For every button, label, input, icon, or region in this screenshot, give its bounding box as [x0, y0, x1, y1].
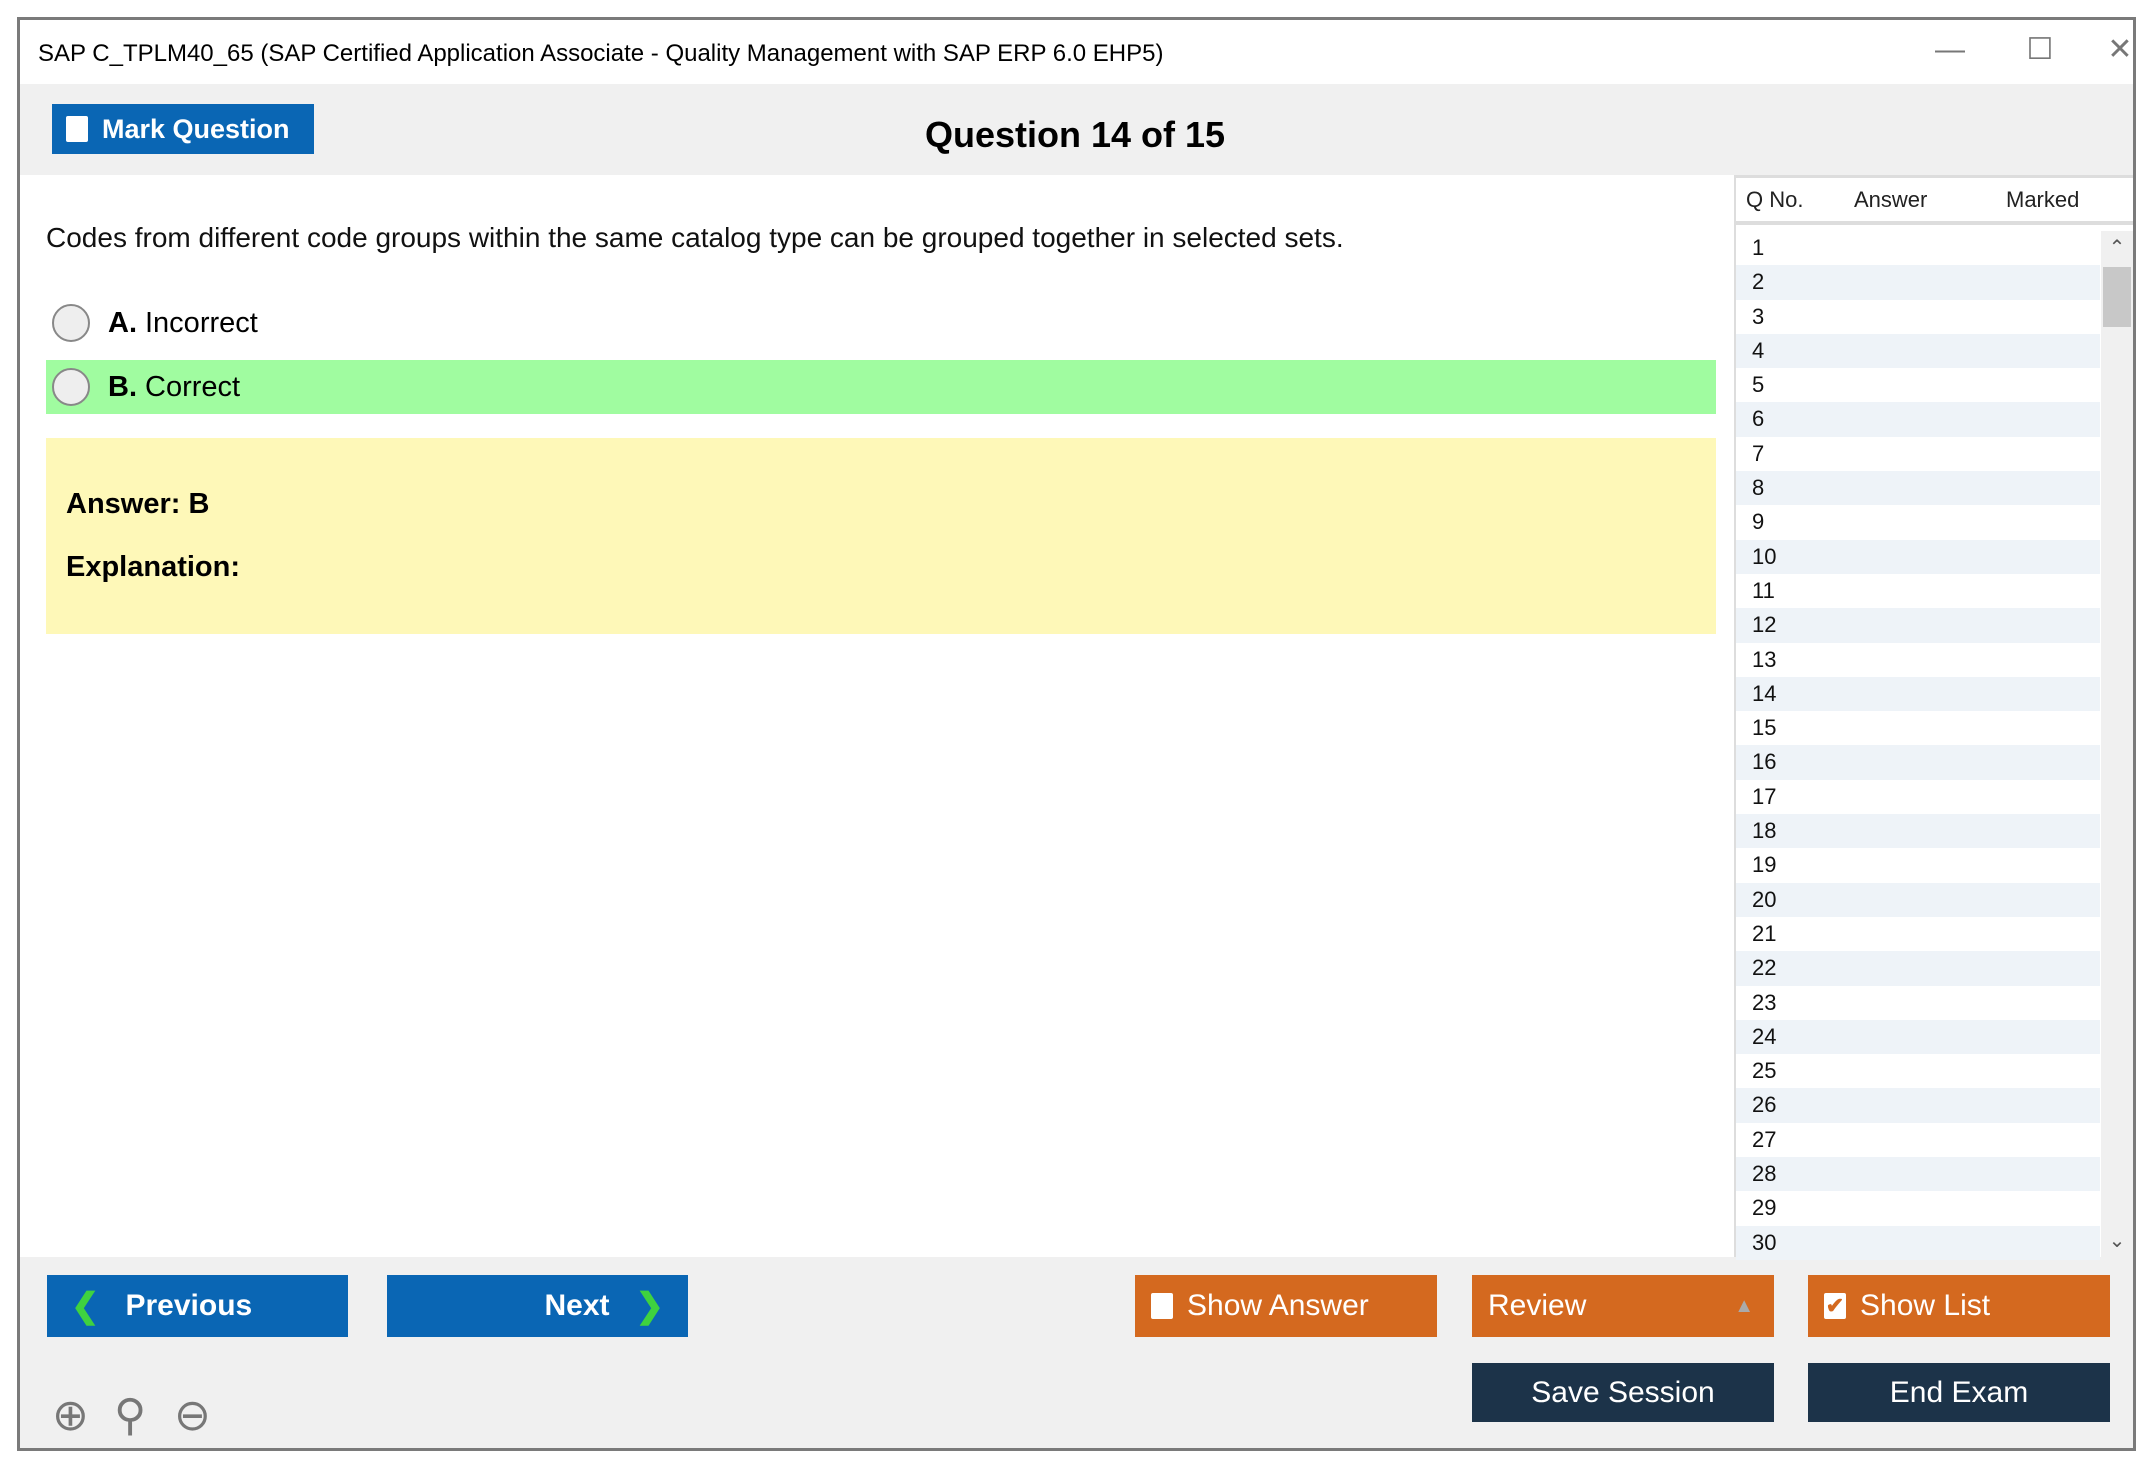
scroll-up-icon[interactable]: ⌃ — [2108, 237, 2126, 259]
radio-icon[interactable] — [52, 304, 90, 342]
list-item[interactable]: 22 — [1736, 951, 2100, 986]
list-item[interactable]: 18 — [1736, 814, 2100, 849]
list-item[interactable]: 9 — [1752, 509, 1765, 535]
list-item[interactable]: 4 — [1736, 333, 2100, 369]
list-item[interactable]: 29 — [1752, 1195, 1777, 1221]
option-letter: B. — [108, 370, 137, 403]
option-text: Correct — [145, 370, 241, 403]
list-item[interactable]: 20 — [1736, 882, 2100, 917]
option-b[interactable]: B. Correct — [46, 360, 1716, 414]
question-title: Question 14 of 15 — [924, 114, 1226, 155]
list-item[interactable]: 7 — [1752, 440, 1765, 466]
list-header: Q No. Answer Marked — [1736, 175, 2133, 225]
column-marked: Marked — [2006, 186, 2080, 212]
scrollbar[interactable]: ⌃ ⌄ — [2101, 231, 2133, 1257]
list-item[interactable]: 30 — [1736, 1225, 2100, 1260]
mark-question-label: Mark Question — [102, 113, 290, 144]
app-window: SAP C_TPLM40_65 (SAP Certified Applicati… — [17, 17, 2136, 1451]
previous-label: Previous — [125, 1289, 253, 1322]
checkbox-checked-icon[interactable]: ✔ — [1824, 1293, 1846, 1319]
show-answer-button[interactable]: Show Answer — [1135, 1275, 1437, 1337]
zoom-reset-icon[interactable]: ⚲ — [114, 1391, 147, 1440]
show-list-label: Show List — [1860, 1289, 1991, 1322]
radio-icon[interactable] — [52, 368, 90, 406]
minimize-icon[interactable]: — — [1935, 33, 1965, 66]
window-title: SAP C_TPLM40_65 (SAP Certified Applicati… — [38, 40, 1164, 67]
list-item[interactable]: 16 — [1736, 745, 2100, 780]
list-item[interactable]: 15 — [1752, 715, 1777, 741]
list-item[interactable]: 14 — [1736, 676, 2100, 712]
column-qno: Q No. — [1746, 186, 1804, 212]
list-item[interactable]: 10 — [1736, 539, 2100, 574]
title-bar: SAP C_TPLM40_65 (SAP Certified Applicati… — [20, 20, 2133, 84]
save-session-button[interactable]: Save Session — [1472, 1363, 1774, 1422]
maximize-icon[interactable]: ☐ — [2026, 33, 2054, 66]
option-a[interactable]: A. Incorrect — [46, 296, 1716, 350]
list-item[interactable]: 6 — [1736, 402, 2100, 437]
next-label: Next — [544, 1289, 610, 1322]
list-item[interactable]: 3 — [1752, 303, 1765, 329]
list-item[interactable]: 8 — [1736, 471, 2100, 506]
end-exam-button[interactable]: End Exam — [1808, 1363, 2110, 1422]
show-answer-label: Show Answer — [1187, 1289, 1369, 1322]
explanation-label: Explanation: — [66, 551, 241, 583]
checkbox-icon — [66, 116, 88, 142]
review-button[interactable]: Review ▲ — [1472, 1275, 1774, 1337]
close-icon[interactable]: ✕ — [2107, 33, 2133, 66]
zoom-in-icon[interactable]: ⊕ — [52, 1391, 89, 1440]
list-item[interactable]: 1 — [1752, 235, 1765, 260]
previous-button[interactable]: ❮ Previous — [47, 1275, 348, 1337]
header: Mark Question Question 14 of 15 — [20, 84, 2133, 175]
answer-label: Answer: B — [66, 488, 210, 520]
option-letter: A. — [108, 306, 137, 339]
option-text: Incorrect — [145, 306, 258, 339]
next-button[interactable]: Next ❯ — [387, 1275, 688, 1337]
list-item[interactable]: 13 — [1752, 646, 1777, 672]
question-text: Codes from different code groups within … — [46, 222, 1344, 253]
list-item[interactable]: 26 — [1736, 1088, 2100, 1123]
list-item[interactable]: 27 — [1752, 1126, 1777, 1152]
list-item[interactable]: 21 — [1752, 920, 1777, 946]
list-item[interactable]: 28 — [1736, 1157, 2100, 1192]
list-item[interactable]: 11 — [1752, 577, 1775, 603]
chevron-left-icon: ❮ — [71, 1287, 100, 1325]
mark-question-button[interactable]: Mark Question — [52, 104, 314, 154]
question-list: Q No. Answer Marked 1 2 3 4 5 6 7 8 9 10 11 12 13 14 1… — [1734, 175, 2133, 1260]
list-item[interactable]: 17 — [1752, 783, 1777, 809]
chevron-right-icon: ❯ — [635, 1287, 665, 1325]
column-answer: Answer — [1854, 186, 1928, 212]
list-item[interactable]: 23 — [1752, 989, 1777, 1015]
checkbox-icon[interactable] — [1151, 1293, 1173, 1319]
show-list-button[interactable]: ✔ Show List — [1808, 1275, 2110, 1337]
caret-up-icon: ▲ — [1734, 1294, 1754, 1317]
list-item[interactable]: 19 — [1752, 852, 1777, 878]
list-item[interactable]: 5 — [1752, 372, 1765, 398]
list-item[interactable]: 24 — [1736, 1019, 2100, 1055]
list-item[interactable]: 2 — [1736, 265, 2100, 300]
review-label: Review — [1488, 1289, 1587, 1322]
question-panel: Codes from different code groups within … — [20, 175, 1734, 1257]
list-item[interactable]: 12 — [1736, 608, 2100, 643]
scroll-down-icon[interactable]: ⌄ — [2108, 1230, 2126, 1252]
scrollbar-thumb[interactable] — [2103, 267, 2131, 327]
zoom-out-icon[interactable]: ⊖ — [174, 1391, 211, 1440]
list-item[interactable]: 25 — [1752, 1058, 1777, 1084]
answer-box: Answer: B Explanation: — [46, 438, 1716, 634]
